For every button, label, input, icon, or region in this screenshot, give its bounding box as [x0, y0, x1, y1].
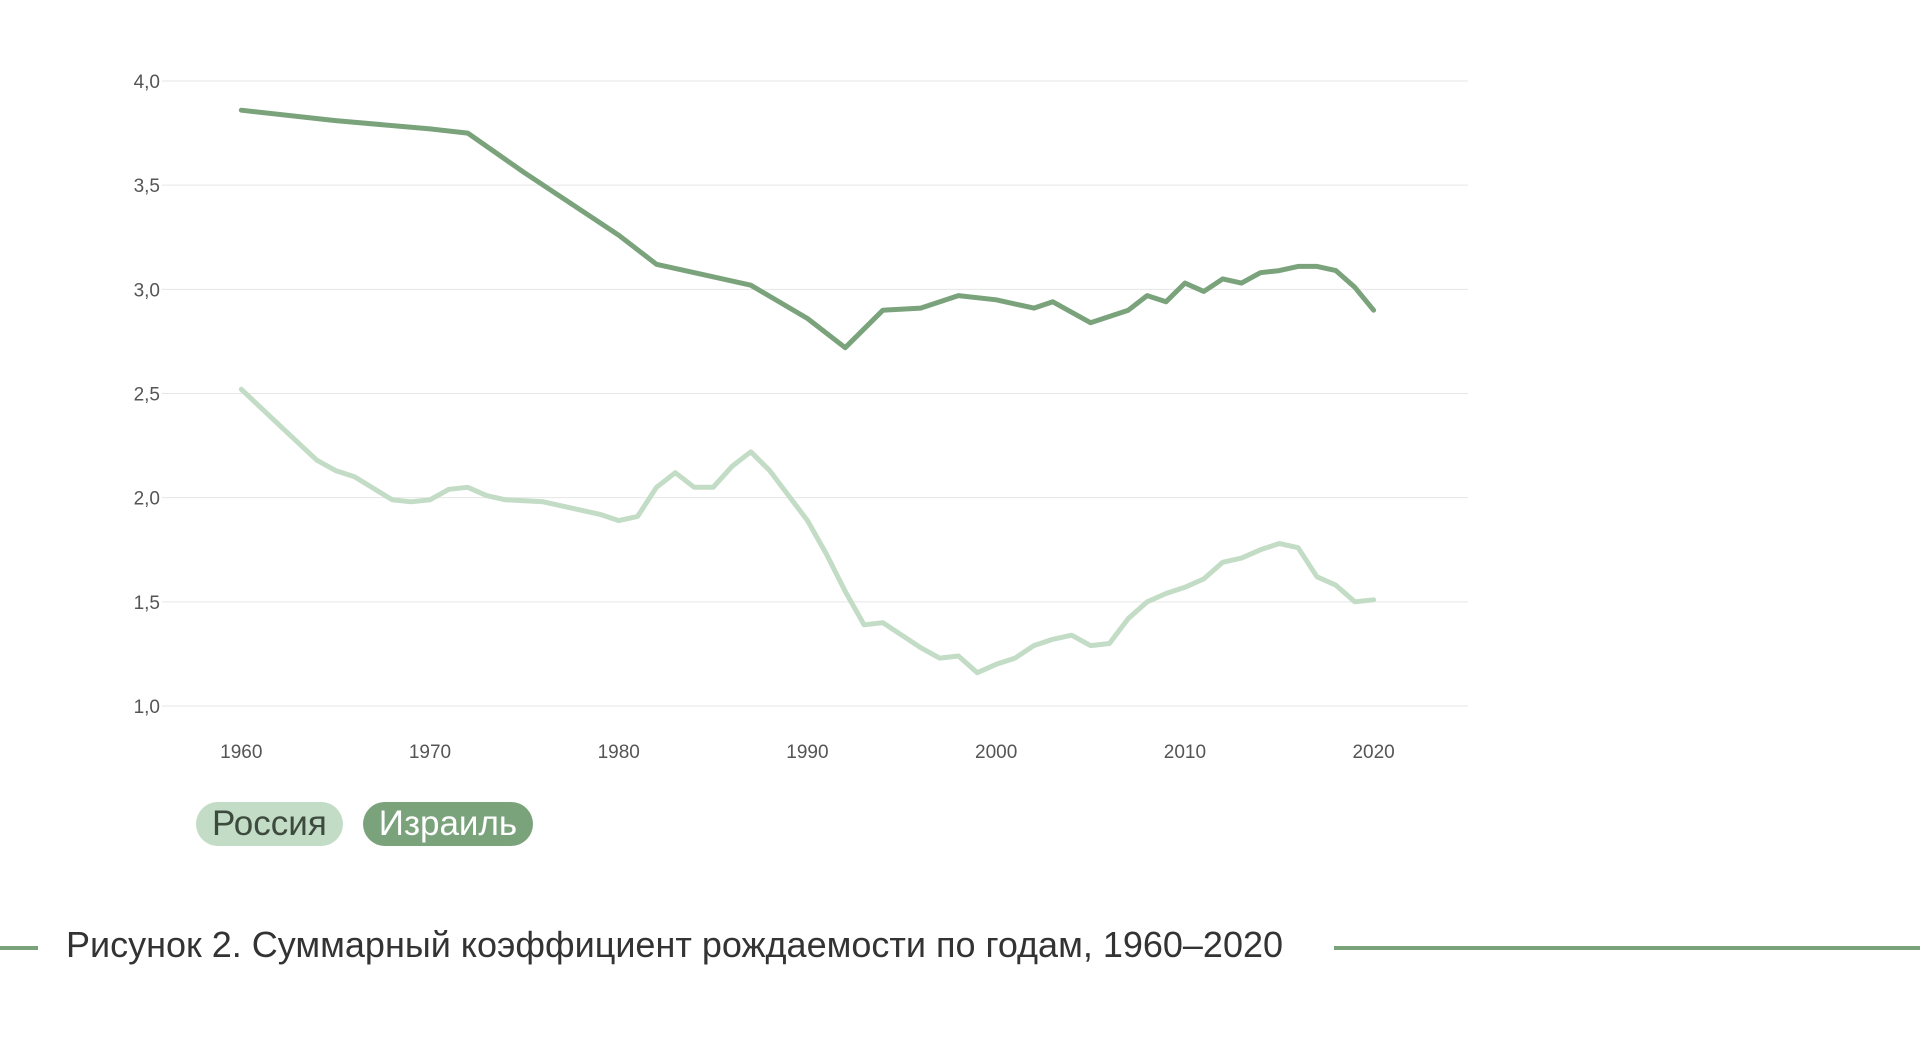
x-tick-label: 1980 — [598, 742, 640, 763]
caption-rule-right — [1334, 946, 1920, 950]
x-tick-label: 1990 — [786, 742, 828, 763]
x-axis-ticks: 1960 1970 1980 1990 2000 2010 2020 — [220, 742, 1395, 763]
y-tick-label: 4,0 — [134, 72, 160, 93]
caption-rule-left — [0, 946, 38, 950]
y-tick-label: 2,0 — [134, 489, 160, 510]
x-tick-label: 1970 — [409, 742, 451, 763]
y-tick-label: 2,5 — [134, 385, 160, 406]
y-tick-label: 3,0 — [134, 280, 160, 301]
legend-item-israel[interactable]: Израиль — [362, 802, 534, 846]
x-tick-label: 1960 — [220, 742, 262, 763]
x-tick-label: 2000 — [975, 742, 1017, 763]
y-tick-label: 1,0 — [134, 697, 160, 718]
legend-item-russia[interactable]: Россия — [196, 802, 343, 846]
y-axis-ticks: 1,0 1,5 2,0 2,5 3,0 3,5 4,0 — [134, 72, 160, 718]
x-tick-label: 2010 — [1164, 742, 1206, 763]
y-tick-label: 1,5 — [134, 593, 160, 614]
series-lines — [238, 107, 1377, 676]
grid-lines — [162, 80, 1468, 707]
x-tick-label: 2020 — [1352, 742, 1394, 763]
chart-legend: Россия Израиль — [196, 802, 534, 846]
series-line-russia — [238, 386, 1377, 676]
figure-caption-row: Рисунок 2. Суммарный коэффициент рождаем… — [0, 920, 1920, 972]
y-tick-label: 3,5 — [134, 176, 160, 197]
series-line-israel — [238, 107, 1377, 351]
figure-caption: Рисунок 2. Суммарный коэффициент рождаем… — [66, 924, 1284, 965]
fertility-line-chart: 1,0 1,5 2,0 2,5 3,0 3,5 4,0 1960 1970 1980 1990 20… — [134, 72, 1468, 763]
